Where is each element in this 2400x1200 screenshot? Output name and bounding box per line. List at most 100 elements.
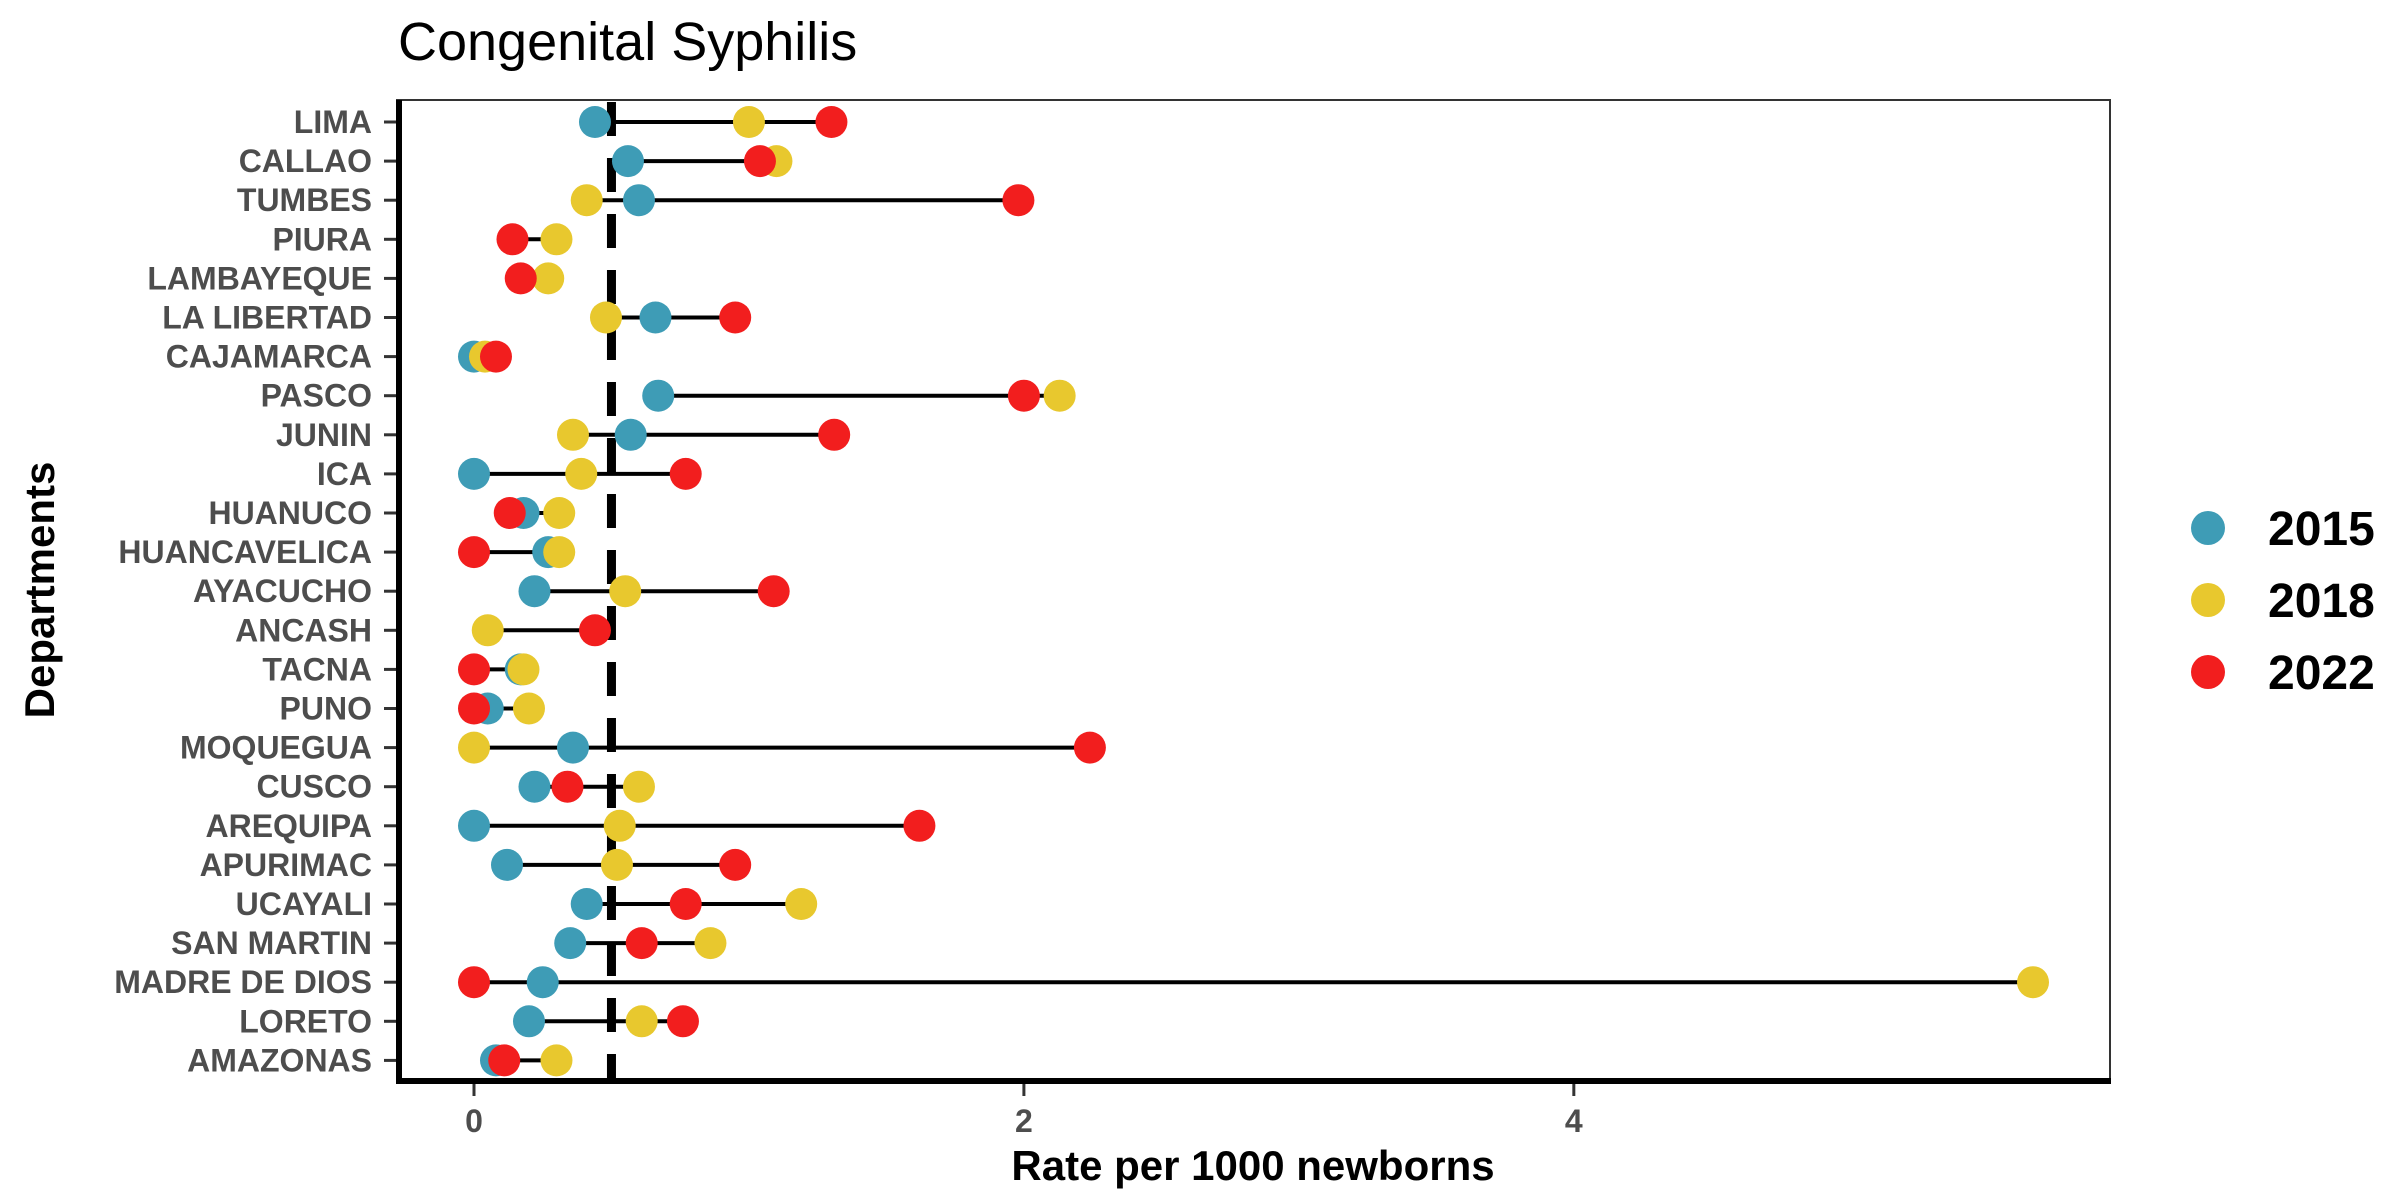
point-2022-san-martin: [625, 927, 658, 960]
point-2015-la-libertad: [639, 301, 672, 334]
x-tick-label: 0: [465, 1103, 483, 1139]
y-tick-label: PUNO: [280, 691, 372, 727]
point-2022-puno: [457, 692, 490, 725]
y-tick-label: LIMA: [294, 104, 372, 140]
point-2015-moquegua: [556, 731, 589, 764]
y-axis-title: Departments: [16, 462, 63, 719]
y-tick-label: SAN MARTIN: [171, 925, 372, 961]
y-tick-label: CALLAO: [239, 143, 372, 179]
point-2022-cajamarca: [479, 340, 512, 373]
y-tick-label: JUNIN: [276, 417, 372, 453]
point-2018-piura: [540, 223, 573, 256]
y-tick-label: TACNA: [262, 651, 372, 687]
point-2022-ucayali: [669, 888, 702, 920]
point-2015-cusco: [518, 770, 551, 803]
point-2018-ayacucho: [609, 575, 642, 608]
point-2022-amazonas: [488, 1044, 521, 1077]
y-tick-label: HUANCAVELICA: [118, 534, 372, 570]
y-tick-label: ANCASH: [235, 612, 372, 648]
y-tick-label: PIURA: [272, 221, 372, 257]
y-tick-label: HUANUCO: [208, 495, 372, 531]
y-tick-label: AREQUIPA: [205, 808, 372, 844]
point-2018-la-libertad: [589, 301, 622, 334]
legend: 2015 2018 2022: [2191, 503, 2375, 700]
legend-label-2018: 2018: [2268, 575, 2375, 628]
point-2018-apurimac: [600, 848, 633, 881]
point-2018-moquegua: [457, 731, 490, 764]
point-2022-arequipa: [903, 809, 936, 842]
legend-label-2015: 2015: [2268, 503, 2375, 556]
y-tick-label: AMAZONAS: [187, 1042, 372, 1078]
data-points: [457, 106, 2050, 1077]
point-2018-san-martin: [694, 927, 727, 960]
y-tick-label: LAMBAYEQUE: [147, 260, 372, 296]
x-tick-label: 2: [1015, 1103, 1033, 1139]
legend-label-2022: 2022: [2268, 647, 2375, 700]
legend-key-2015: [2191, 511, 2225, 545]
point-2022-madre-de-dios: [457, 966, 490, 999]
y-tick-label: APURIMAC: [200, 847, 372, 883]
point-2015-tumbes: [622, 184, 655, 217]
point-2015-pasco: [642, 379, 675, 412]
x-tick-label: 4: [1565, 1103, 1583, 1139]
y-tick-label: AYACUCHO: [193, 573, 372, 609]
y-tick-label: LA LIBERTAD: [162, 300, 372, 336]
point-2018-loreto: [625, 1005, 658, 1038]
x-axis-ticks: 0 2 4: [465, 1082, 1583, 1139]
point-2015-ica: [457, 457, 490, 490]
point-2022-moquegua: [1073, 731, 1106, 764]
legend-key-2018: [2191, 583, 2225, 617]
point-2022-ayacucho: [757, 575, 790, 608]
point-2018-ancash: [471, 614, 504, 647]
point-2018-pasco: [1043, 379, 1076, 412]
point-2018-tacna: [507, 653, 540, 686]
point-2022-tumbes: [1002, 184, 1035, 217]
point-2018-arequipa: [603, 809, 636, 842]
point-2022-ica: [669, 457, 702, 490]
point-2018-lambayeque: [532, 262, 565, 295]
y-tick-label: LORETO: [239, 1003, 372, 1039]
point-2022-pasco: [1007, 379, 1040, 412]
point-2022-huanuco: [493, 497, 526, 529]
point-2022-lambayeque: [504, 262, 537, 295]
point-2018-cusco: [622, 770, 655, 803]
point-2015-madre-de-dios: [526, 966, 559, 999]
y-tick-label: MADRE DE DIOS: [114, 964, 372, 1000]
point-2015-ucayali: [570, 888, 603, 920]
y-tick-label: UCAYALI: [236, 886, 372, 922]
point-2022-apurimac: [719, 848, 752, 881]
point-2022-huancavelica: [457, 536, 490, 569]
point-2022-junin: [818, 418, 851, 451]
legend-key-2022: [2191, 655, 2225, 689]
point-2018-huanuco: [543, 497, 576, 529]
y-tick-label: CUSCO: [256, 769, 372, 805]
point-2022-piura: [496, 223, 529, 256]
point-2022-tacna: [457, 653, 490, 686]
point-2018-ica: [565, 457, 598, 490]
chart-title: Congenital Syphilis: [398, 12, 857, 72]
point-2022-lima: [815, 106, 848, 138]
y-tick-label: CAJAMARCA: [166, 339, 372, 375]
point-2018-madre-de-dios: [2017, 966, 2050, 999]
point-2022-callao: [743, 145, 776, 178]
point-2018-huancavelica: [543, 536, 576, 569]
point-2015-loreto: [512, 1005, 545, 1038]
point-2022-loreto: [666, 1005, 699, 1038]
point-2018-lima: [732, 106, 765, 138]
point-2015-apurimac: [490, 848, 523, 881]
y-tick-label: TUMBES: [237, 182, 372, 218]
point-2022-la-libertad: [719, 301, 752, 334]
point-2018-ucayali: [785, 888, 818, 920]
y-tick-label: ICA: [317, 456, 372, 492]
point-2018-amazonas: [540, 1044, 573, 1077]
point-2015-san-martin: [554, 927, 587, 960]
point-2015-ayacucho: [518, 575, 551, 608]
point-2018-puno: [512, 692, 545, 725]
x-axis-title: Rate per 1000 newborns: [1011, 1142, 1494, 1189]
point-2015-callao: [611, 145, 644, 178]
point-2018-junin: [556, 418, 589, 451]
y-tick-label: PASCO: [261, 378, 372, 414]
y-tick-label: MOQUEGUA: [180, 730, 372, 766]
